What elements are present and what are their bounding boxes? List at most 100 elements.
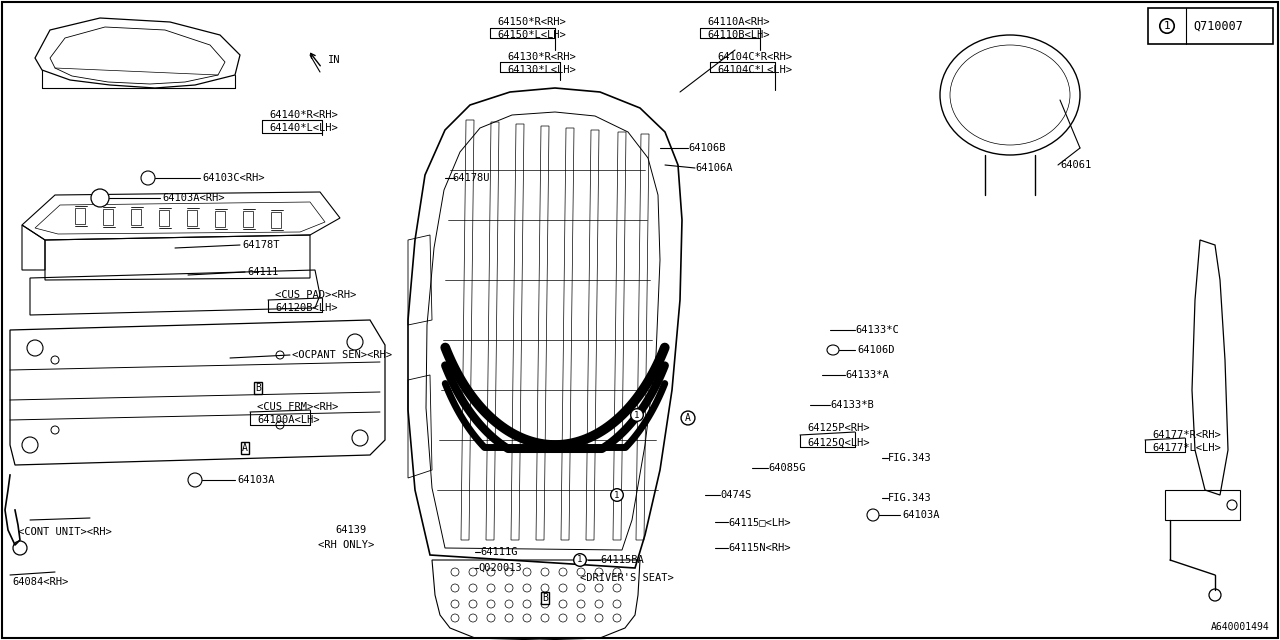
Text: 64104C*L<LH>: 64104C*L<LH> (717, 65, 792, 75)
Text: 64120B<LH>: 64120B<LH> (275, 303, 338, 313)
Circle shape (188, 473, 202, 487)
Circle shape (506, 600, 513, 608)
Text: 64085G: 64085G (768, 463, 805, 473)
Text: B: B (255, 383, 261, 393)
Circle shape (524, 600, 531, 608)
Circle shape (1210, 589, 1221, 601)
Text: 64130*L<LH>: 64130*L<LH> (507, 65, 576, 75)
Circle shape (352, 430, 369, 446)
Circle shape (91, 189, 109, 207)
Circle shape (468, 600, 477, 608)
Text: 64106D: 64106D (858, 345, 895, 355)
Circle shape (595, 614, 603, 622)
Circle shape (506, 614, 513, 622)
Text: 1: 1 (577, 556, 582, 564)
Circle shape (559, 614, 567, 622)
Text: 64084<RH>: 64084<RH> (12, 577, 68, 587)
Text: Q710007: Q710007 (1193, 19, 1243, 33)
Text: 64111G: 64111G (480, 547, 517, 557)
Text: B: B (541, 593, 548, 603)
Circle shape (541, 584, 549, 592)
Text: 64104C*R<RH>: 64104C*R<RH> (717, 52, 792, 62)
Circle shape (577, 568, 585, 576)
Text: 1: 1 (1164, 21, 1170, 31)
Circle shape (559, 584, 567, 592)
Text: 64061: 64061 (1060, 160, 1092, 170)
Circle shape (276, 351, 284, 359)
Text: FIG.343: FIG.343 (888, 453, 932, 463)
Text: 64115BA: 64115BA (600, 555, 644, 565)
Text: 64115□<LH>: 64115□<LH> (728, 517, 791, 527)
Circle shape (577, 584, 585, 592)
Text: <OCPANT SEN><RH>: <OCPANT SEN><RH> (292, 350, 392, 360)
Circle shape (51, 426, 59, 434)
Text: 64115N<RH>: 64115N<RH> (728, 543, 791, 553)
Circle shape (524, 568, 531, 576)
Circle shape (13, 541, 27, 555)
Circle shape (613, 600, 621, 608)
Text: FIG.343: FIG.343 (888, 493, 932, 503)
Circle shape (595, 600, 603, 608)
Circle shape (451, 568, 460, 576)
Circle shape (451, 600, 460, 608)
Circle shape (541, 600, 549, 608)
Ellipse shape (827, 345, 838, 355)
Text: 64177*L<LH>: 64177*L<LH> (1152, 443, 1221, 453)
Text: 64140*R<RH>: 64140*R<RH> (269, 110, 338, 120)
Text: <CUS FRM><RH>: <CUS FRM><RH> (257, 402, 338, 412)
Text: 64133*B: 64133*B (829, 400, 874, 410)
Text: 64139: 64139 (335, 525, 366, 535)
Text: 64133*C: 64133*C (855, 325, 899, 335)
Circle shape (1228, 500, 1236, 510)
Text: 64103C<RH>: 64103C<RH> (202, 173, 265, 183)
Text: 64150*L<LH>: 64150*L<LH> (497, 30, 566, 40)
Text: 64106B: 64106B (689, 143, 726, 153)
Circle shape (595, 568, 603, 576)
Text: IN: IN (328, 55, 340, 65)
Circle shape (577, 614, 585, 622)
Text: Q020013: Q020013 (477, 563, 522, 573)
Circle shape (559, 568, 567, 576)
Circle shape (577, 600, 585, 608)
Circle shape (486, 614, 495, 622)
Circle shape (347, 334, 364, 350)
Circle shape (613, 584, 621, 592)
Text: 64178T: 64178T (242, 240, 279, 250)
Circle shape (486, 584, 495, 592)
Text: 1: 1 (635, 410, 640, 419)
Text: <CONT UNIT><RH>: <CONT UNIT><RH> (18, 527, 111, 537)
Text: 64130*R<RH>: 64130*R<RH> (507, 52, 576, 62)
Circle shape (451, 584, 460, 592)
Text: 64150*R<RH>: 64150*R<RH> (497, 17, 566, 27)
Text: 64110B<LH>: 64110B<LH> (707, 30, 769, 40)
Circle shape (595, 584, 603, 592)
Text: 64125P<RH>: 64125P<RH> (806, 423, 869, 433)
FancyBboxPatch shape (1148, 8, 1274, 44)
Text: 64133*A: 64133*A (845, 370, 888, 380)
Circle shape (22, 437, 38, 453)
Circle shape (468, 614, 477, 622)
Circle shape (541, 614, 549, 622)
Text: 64140*L<LH>: 64140*L<LH> (269, 123, 338, 133)
Text: A: A (242, 443, 248, 453)
Text: <RH ONLY>: <RH ONLY> (317, 540, 374, 550)
Circle shape (276, 421, 284, 429)
Circle shape (559, 600, 567, 608)
Text: 64177*R<RH>: 64177*R<RH> (1152, 430, 1221, 440)
Circle shape (486, 600, 495, 608)
Circle shape (486, 568, 495, 576)
Text: 64178U: 64178U (452, 173, 489, 183)
Text: <CUS PAD><RH>: <CUS PAD><RH> (275, 290, 356, 300)
Text: <DRIVER'S SEAT>: <DRIVER'S SEAT> (580, 573, 673, 583)
Text: 0474S: 0474S (719, 490, 751, 500)
Circle shape (51, 356, 59, 364)
Text: 64110A<RH>: 64110A<RH> (707, 17, 769, 27)
Circle shape (141, 171, 155, 185)
Circle shape (468, 584, 477, 592)
Circle shape (524, 614, 531, 622)
Text: 64100A<LH>: 64100A<LH> (257, 415, 320, 425)
Circle shape (451, 614, 460, 622)
Text: 64106A: 64106A (695, 163, 732, 173)
Text: A640001494: A640001494 (1211, 622, 1270, 632)
Text: 64111: 64111 (247, 267, 278, 277)
